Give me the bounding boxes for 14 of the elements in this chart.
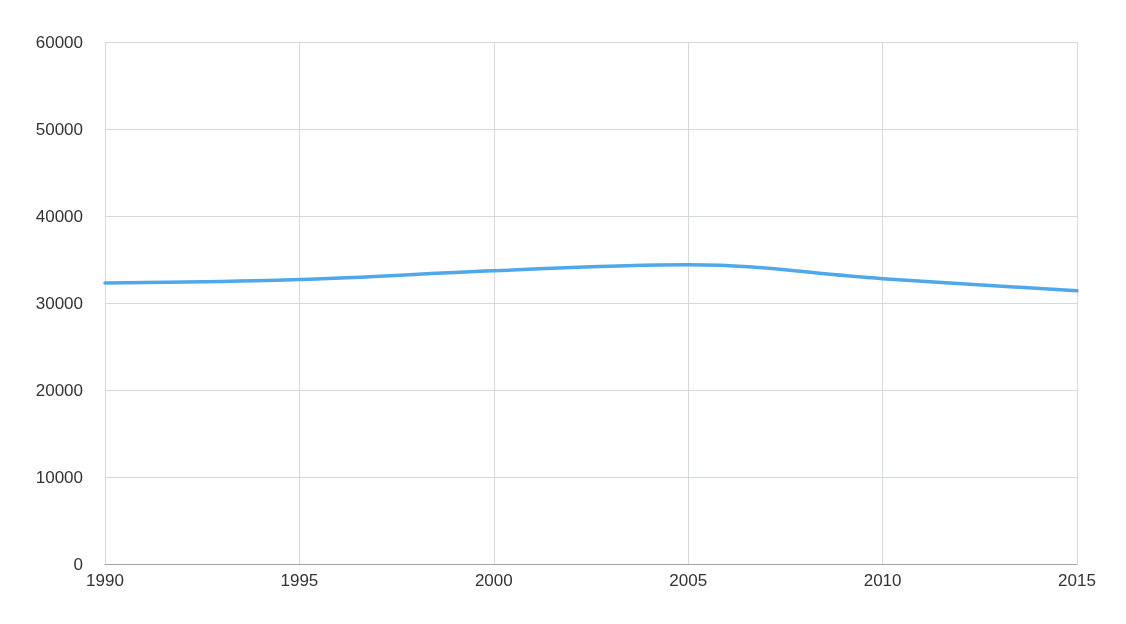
y-tick-label: 50000 (35, 119, 83, 139)
y-tick-label: 0 (73, 554, 83, 574)
y-tick-label: 40000 (35, 206, 83, 226)
x-tick-label: 1990 (86, 571, 124, 590)
x-tick-label: 2000 (474, 571, 513, 590)
x-tick-label: 1995 (280, 571, 319, 590)
y-tick-label: 20000 (35, 380, 83, 400)
y-tick-label: 30000 (35, 293, 83, 313)
x-tick-label: 2005 (669, 571, 708, 590)
line-series (103, 262, 1079, 293)
y-tick-label: 60000 (35, 32, 83, 52)
y-tick-label: 10000 (35, 467, 83, 487)
x-tick-label: 2010 (863, 571, 902, 590)
x-tick-label: 2015 (1058, 571, 1096, 590)
